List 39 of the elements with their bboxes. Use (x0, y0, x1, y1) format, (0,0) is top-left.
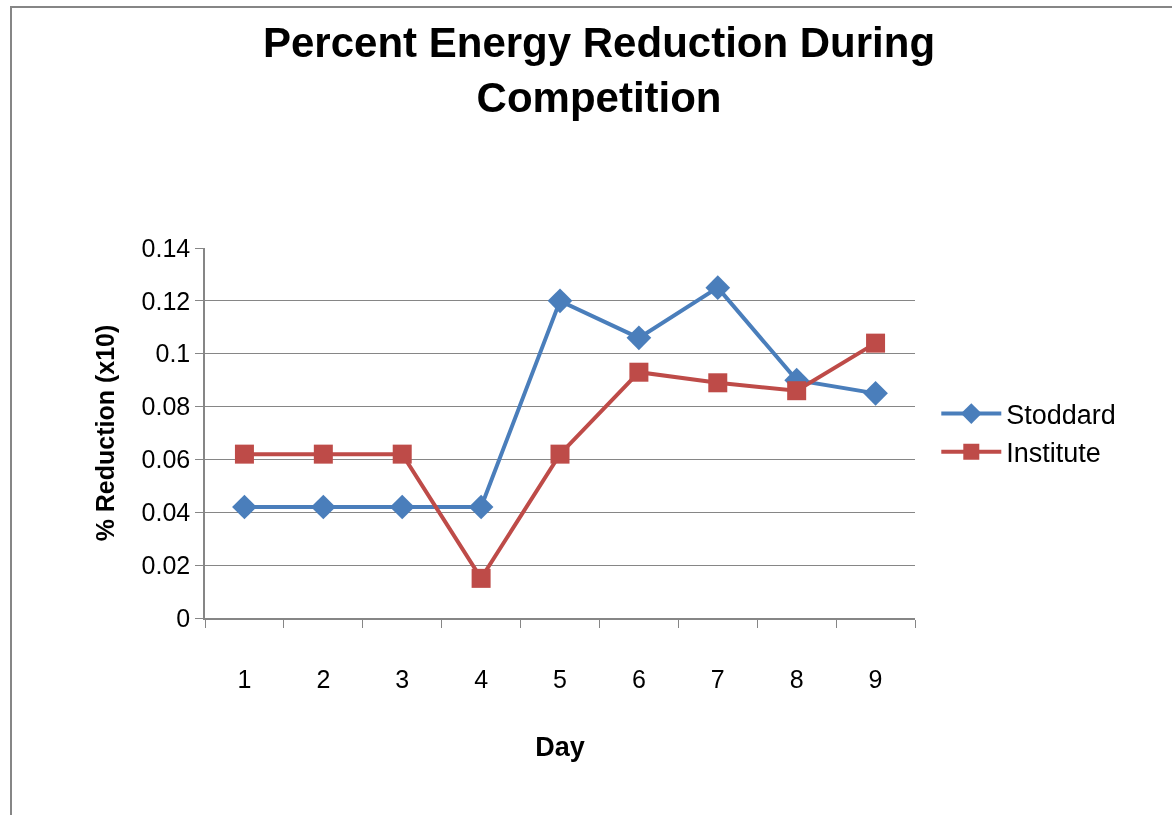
point (471, 568, 491, 588)
point (863, 381, 888, 406)
y-tick-label: 0.02 (141, 550, 191, 579)
x-tick-label: 9 (868, 664, 883, 693)
y-tick-label: 0.04 (141, 498, 191, 527)
point (232, 494, 257, 520)
x-tick-label: 4 (474, 664, 489, 693)
point (389, 494, 415, 520)
point (313, 444, 333, 464)
legend-label: Institute (1006, 438, 1101, 469)
legend-label: Stoddard (1006, 400, 1116, 431)
y-tick-label: 0.08 (141, 392, 191, 421)
point (787, 381, 807, 401)
x-axis-title: Day (535, 731, 585, 762)
point (866, 333, 886, 353)
x-tick-label: 3 (395, 664, 410, 693)
x-tick-label: 7 (710, 664, 725, 693)
chart-title: Percent Energy Reduction During Competition (263, 19, 936, 121)
point (550, 444, 570, 464)
y-axis-title: % Reduction (x10) (90, 324, 119, 542)
point (629, 362, 649, 382)
point (468, 494, 494, 520)
x-tick-label: 5 (553, 664, 567, 693)
point (234, 444, 254, 464)
y-tick-label: 0.1 (155, 339, 191, 368)
point (708, 373, 728, 393)
x-tick-label: 2 (316, 664, 331, 693)
x-tick-label: 6 (631, 664, 646, 693)
y-tick-label: 0 (176, 603, 191, 632)
x-tick-label: 8 (789, 664, 804, 693)
y-tick-label: 0.14 (141, 233, 191, 262)
point (392, 444, 412, 464)
point (626, 325, 652, 351)
y-tick-label: 0.12 (141, 286, 191, 315)
y-tick-label: 0.06 (141, 445, 191, 474)
point (310, 494, 336, 520)
point (547, 288, 573, 314)
x-tick-label: 1 (237, 664, 252, 693)
point (705, 275, 731, 300)
